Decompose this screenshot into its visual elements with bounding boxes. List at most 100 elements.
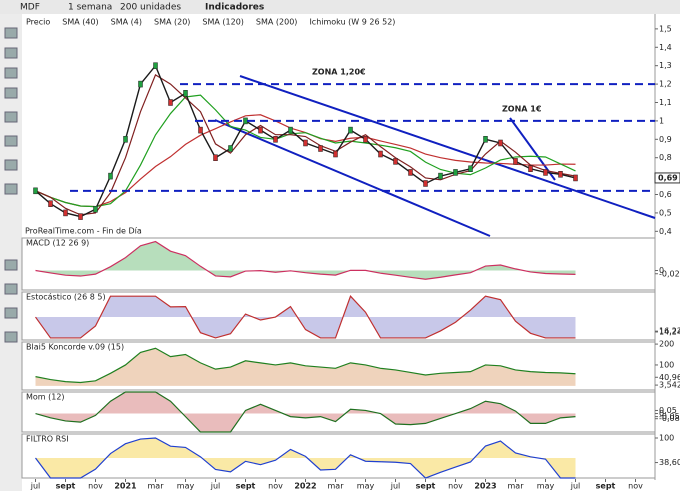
panel-frame — [21, 341, 656, 391]
zone-label: ZONA 1€ — [502, 104, 542, 113]
y-tick-label: 3,542 — [659, 381, 680, 390]
candle — [363, 136, 368, 143]
sma-line — [35, 74, 576, 216]
x-tick-label: 2021 — [114, 482, 137, 491]
y-tick-label: 1,3 — [659, 61, 672, 70]
candle — [33, 187, 38, 195]
candle — [138, 80, 143, 88]
candle — [258, 126, 263, 134]
indicator-area — [35, 241, 576, 280]
symbol[interactable]: MDF — [20, 3, 40, 13]
x-tick-label: may — [177, 482, 195, 491]
y-tick-label: 40,96 — [659, 373, 680, 382]
toolbar-items[interactable]: MDF 1 semana 200 unidades Indicadores — [20, 3, 264, 13]
candle — [423, 180, 428, 187]
y-tick-label: -0,020 — [659, 269, 680, 278]
candle — [348, 126, 353, 134]
watermark: ProRealTime.com - Fin de Día — [25, 227, 142, 236]
panel-title: Mom (12) — [26, 393, 65, 402]
candle — [213, 154, 218, 161]
y-tick-label: 38,604 — [659, 458, 680, 467]
x-tick-label: 2023 — [474, 482, 496, 491]
y-tick-label: 0,9 — [659, 135, 672, 144]
y-tick-label: 0,6 — [659, 190, 672, 199]
candle — [318, 145, 323, 152]
y-tick-label: 1 — [659, 116, 664, 125]
legend-entry: Ichimoku (W 9 26 52) — [309, 18, 395, 27]
panel-title: FILTRO RSI — [26, 435, 69, 444]
indicator-line — [35, 347, 576, 384]
zone-label: ZONA 1,20€ — [312, 68, 366, 77]
y-tick-label: 200 — [659, 340, 674, 349]
candle — [408, 169, 413, 176]
side-toolbar — [0, 14, 22, 491]
candle — [108, 172, 113, 180]
x-tick-label: mar — [508, 482, 525, 491]
x-tick-label: sept — [416, 482, 436, 491]
panel-frame — [21, 391, 656, 433]
y-tick-label: 0,8 — [659, 153, 672, 162]
candle — [378, 150, 383, 158]
candle — [528, 165, 533, 172]
indicator-line — [35, 437, 576, 479]
y-tick-label: 14,24 — [659, 327, 680, 336]
y-tick-label: 16,22 — [659, 327, 680, 336]
candle — [78, 213, 83, 220]
x-tick-label: nov — [88, 482, 103, 491]
legend-entry: SMA (120) — [202, 18, 244, 27]
indicator-line — [35, 295, 576, 339]
x-tick-label: mar — [148, 482, 165, 491]
indicator-area — [35, 296, 576, 338]
y-tick-label: 0,05 — [659, 406, 677, 415]
y-tick-label: 1,1 — [659, 98, 672, 107]
last-price-label: 0,69 — [658, 173, 678, 182]
x-tick-label: jul — [570, 482, 581, 491]
candle — [243, 117, 248, 125]
toolbar — [0, 0, 680, 14]
x-tick-label: 2022 — [294, 482, 316, 491]
y-tick-label: 100 — [659, 360, 674, 369]
legend-entry: SMA (20) — [154, 18, 190, 27]
candle — [483, 136, 488, 143]
candle — [123, 136, 128, 143]
x-tick-label: may — [357, 482, 375, 491]
legend-entry: SMA (40) — [62, 18, 98, 27]
trend-line — [214, 119, 491, 237]
indicator-line — [35, 240, 576, 280]
panel-title: Blai5 Koncorde v.09 (15) — [26, 343, 124, 352]
panel-title: MACD (12 26 9) — [26, 239, 89, 248]
y-tick-label: 0,5 — [659, 208, 672, 217]
x-tick-label: sept — [236, 482, 256, 491]
period[interactable]: 1 semana — [68, 3, 112, 13]
panel-frame — [21, 433, 656, 479]
indicator-area — [35, 438, 576, 478]
y-tick-label: -0,05 — [659, 412, 680, 421]
trend-line — [239, 75, 656, 219]
panel-frame — [21, 237, 656, 291]
x-tick-label: nov — [628, 482, 643, 491]
x-tick-label: jul — [30, 482, 41, 491]
candle — [183, 90, 188, 97]
y-tick-label: 1,2 — [659, 80, 672, 89]
legend-entry: Precio — [26, 18, 50, 27]
y-tick-label: 0 — [659, 409, 664, 418]
x-tick-label: may — [537, 482, 555, 491]
panel-title: Estocástico (26 8 5) — [26, 293, 106, 302]
candle — [543, 169, 548, 176]
candle — [48, 200, 53, 207]
candle — [228, 145, 233, 152]
side-tools — [4, 27, 18, 343]
legend-entry: SMA (200) — [256, 18, 298, 27]
candle — [303, 139, 308, 147]
candle — [513, 158, 518, 165]
candle — [438, 172, 443, 180]
legend-entry: SMA (4) — [111, 18, 142, 27]
candle — [198, 126, 203, 134]
candle — [93, 205, 98, 213]
x-tick-label: mar — [328, 482, 345, 491]
units[interactable]: 200 unidades — [120, 3, 181, 13]
x-tick-label: nov — [448, 482, 463, 491]
candle — [63, 209, 68, 217]
y-tick-label: 100 — [659, 434, 674, 443]
indicators[interactable]: Indicadores — [205, 3, 264, 13]
